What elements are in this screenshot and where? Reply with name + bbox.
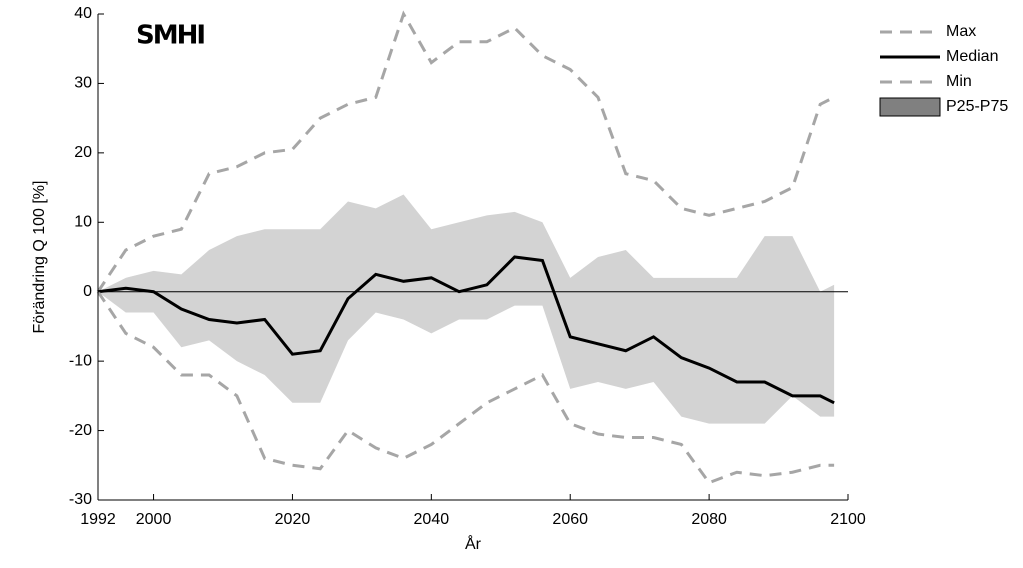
x-tick-label: 1992: [80, 511, 116, 528]
legend: Max Median Min P25-P75: [879, 23, 1008, 117]
legend-label: P25-P75: [946, 98, 1008, 115]
x-tick-label: 2020: [275, 511, 311, 528]
x-axis-label: År: [465, 534, 482, 553]
y-tick-label: 0: [83, 283, 92, 300]
band-area: [98, 194, 835, 424]
x-tick-label: 2060: [552, 511, 588, 528]
legend-label: Median: [946, 48, 998, 65]
x-tick-label: 2080: [691, 511, 727, 528]
y-tick-label: 30: [74, 75, 92, 92]
series-line: [96, 290, 835, 485]
y-tick-label: -10: [69, 352, 92, 369]
x-tick-label: 2100: [830, 511, 866, 528]
series-line: [97, 255, 835, 405]
y-tick-label: 20: [74, 144, 92, 161]
y-tick-label: -20: [69, 422, 92, 439]
y-axis-label: Förändring Q 100 [%]: [31, 181, 48, 334]
x-tick-label: 2000: [136, 511, 172, 528]
plot-area: [96, 10, 848, 485]
legend-swatch: [879, 97, 941, 117]
series-line: [96, 10, 835, 293]
y-tick-label: 40: [74, 5, 92, 22]
legend-label: Max: [946, 23, 976, 40]
y-tick-label: -30: [69, 491, 92, 508]
legend-label: Min: [946, 73, 972, 90]
logo: SMHI: [136, 21, 204, 51]
y-tick-label: 10: [74, 214, 92, 231]
x-tick-label: 2040: [414, 511, 450, 528]
